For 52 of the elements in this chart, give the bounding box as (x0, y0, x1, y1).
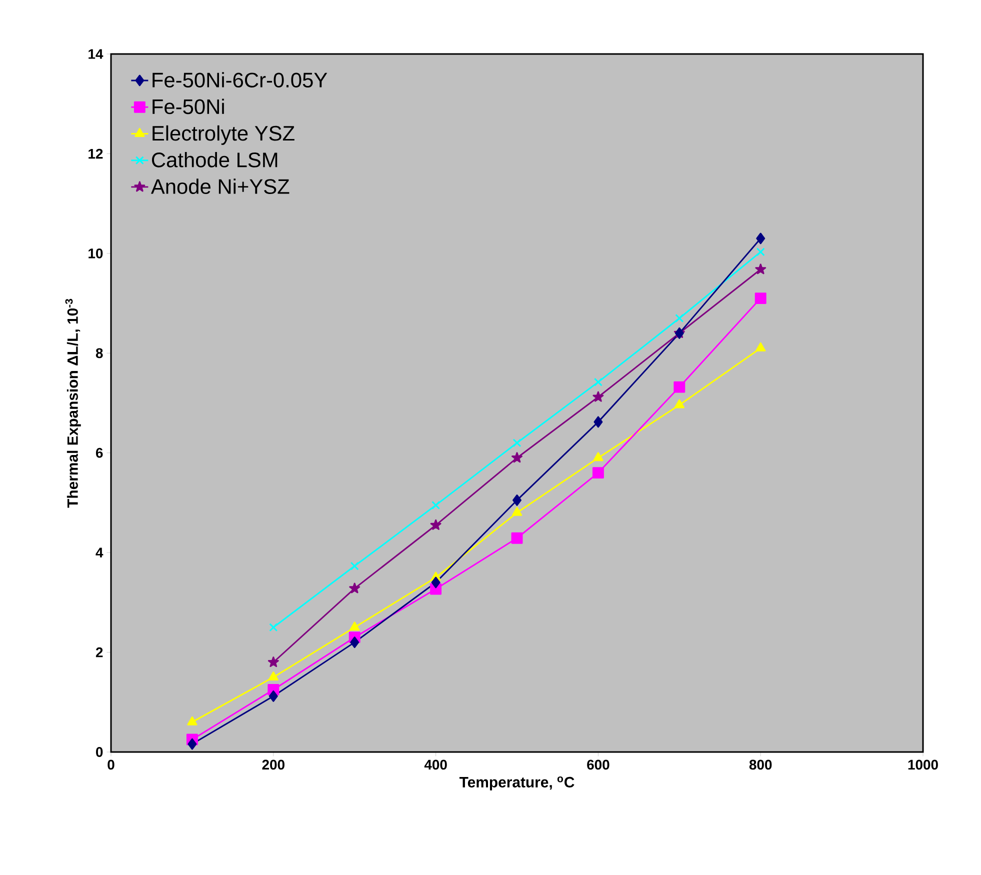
x-tick-label: 0 (108, 760, 114, 770)
point (350, 562, 359, 570)
point (675, 314, 684, 323)
y-tick-label: 0 (96, 747, 103, 757)
point (592, 467, 604, 479)
legend-label: Fe-50Ni-6Cr-0.05Y (152, 72, 328, 88)
point (349, 582, 360, 594)
point (350, 622, 360, 631)
point (593, 452, 604, 462)
point (432, 500, 440, 510)
point (268, 671, 278, 680)
x-tick-label: 800 (749, 760, 772, 770)
point (756, 342, 766, 352)
point (511, 532, 523, 544)
y-tick-label: 4 (96, 548, 104, 558)
legend-label: Cathode LSM (152, 152, 278, 168)
legend-label: Anode Ni+YSZ (150, 178, 290, 194)
x-tick-label: 1000 (908, 760, 938, 770)
point (512, 494, 522, 506)
point (594, 416, 603, 428)
y-tick-label: 2 (96, 647, 103, 658)
point (756, 232, 766, 244)
point (512, 452, 522, 463)
y-tick-label: 8 (96, 348, 103, 358)
point (755, 264, 766, 274)
x-axis-title: Temperature, $^{o}$C (459, 776, 574, 790)
legend-label: Electrolyte YSZ (152, 125, 294, 145)
point (674, 381, 686, 393)
y-tick-label: 12 (88, 148, 103, 159)
x-tick-label: 600 (587, 760, 610, 770)
point (512, 506, 522, 516)
x-tick-label: 200 (262, 760, 284, 770)
point (674, 399, 684, 408)
point (431, 576, 440, 588)
x-tick-label: 400 (424, 760, 447, 770)
y-tick-label: 14 (88, 49, 104, 59)
point (592, 391, 604, 402)
point (188, 738, 197, 750)
point (268, 690, 278, 702)
y-axis-title: Thermal Expansion ΔL/L, 10$^{-3}$ (65, 298, 81, 508)
point (756, 248, 765, 256)
point (430, 519, 442, 530)
point (512, 438, 522, 448)
legend-label: Fe-50Ni (152, 98, 224, 114)
point (268, 656, 279, 668)
y-tick-label: 6 (96, 448, 103, 458)
point (187, 716, 198, 726)
point (594, 378, 602, 386)
y-tick-label: 10 (88, 248, 103, 258)
point (269, 623, 278, 632)
point (754, 292, 766, 304)
point (350, 636, 360, 648)
